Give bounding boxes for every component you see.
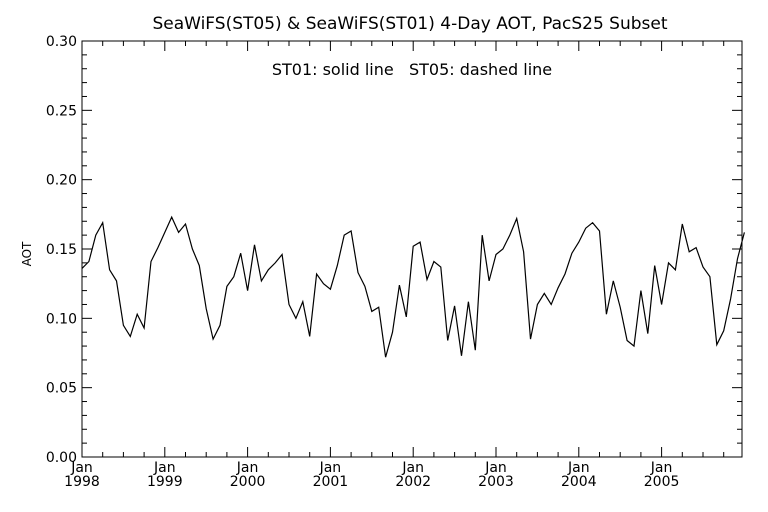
x-tick-month-label: Jan <box>70 460 93 476</box>
y-tick-label: 0.10 <box>46 311 77 327</box>
y-tick-label: 0.20 <box>46 173 77 189</box>
x-tick-month-label: Jan <box>153 460 176 476</box>
series-style-annotation: ST01: solid line ST05: dashed line <box>272 60 552 79</box>
x-tick-year-label: 2002 <box>395 474 431 490</box>
y-tick-label: 0.00 <box>46 450 77 466</box>
x-tick-month-label: Jan <box>484 460 507 476</box>
x-tick-month-label: Jan <box>236 460 259 476</box>
series-line-solid <box>81 215 745 358</box>
x-tick-year-label: 2000 <box>230 474 266 490</box>
x-tick-year-label: 1998 <box>64 474 100 490</box>
x-tick-year-label: 1999 <box>147 474 183 490</box>
chart-title: SeaWiFS(ST05) & SeaWiFS(ST01) 4-Day AOT,… <box>152 14 667 34</box>
y-tick-label: 0.30 <box>46 34 77 50</box>
x-tick-month-label: Jan <box>319 460 342 476</box>
y-tick-label: 0.05 <box>46 381 77 397</box>
x-tick-month-label: Jan <box>567 460 590 476</box>
series-layer <box>81 215 745 358</box>
x-tick-month-label: Jan <box>650 460 673 476</box>
x-tick-year-label: 2004 <box>561 474 597 490</box>
plot-frame <box>81 40 743 458</box>
x-tick-year-label: 2001 <box>313 474 349 490</box>
y-tick-label: 0.25 <box>46 103 77 119</box>
x-tick-month-label: Jan <box>401 460 424 476</box>
x-tick-year-label: 2003 <box>478 474 514 490</box>
y-axis: 0.00 0.05 0.10 0.15 0.20 0.25 0.30 <box>46 34 742 466</box>
y-tick-label: 0.15 <box>46 242 77 258</box>
y-axis-label: AOT <box>20 241 34 266</box>
x-tick-year-label: 2005 <box>644 474 680 490</box>
x-axis: Jan1998Jan1999Jan2000Jan2001Jan2002Jan20… <box>64 41 725 490</box>
